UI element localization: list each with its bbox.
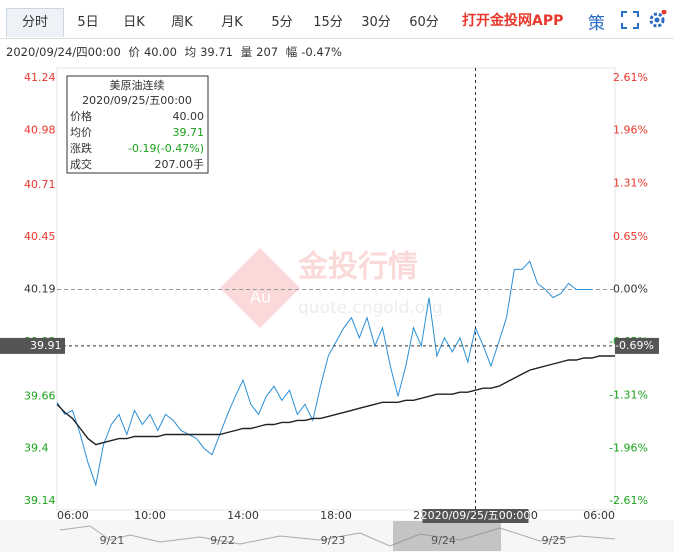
info-time: 2020/09/24/四00:00 bbox=[6, 45, 121, 59]
navigator-date: 9/21 bbox=[100, 534, 125, 547]
x-tick-label: 06:00 bbox=[57, 509, 89, 522]
y2-tick-label: 0.65% bbox=[613, 230, 648, 243]
y-tick-label: 39.4 bbox=[24, 442, 49, 455]
navigator-window[interactable] bbox=[393, 521, 501, 551]
tooltip-value: -0.19(-0.47%) bbox=[128, 142, 204, 155]
y-tick-label: 40.98 bbox=[24, 123, 56, 136]
info-value: 39.71 bbox=[200, 45, 233, 59]
series-line bbox=[56, 260, 592, 487]
tab[interactable]: 5分 bbox=[271, 15, 293, 30]
y-tick-label: 40.19 bbox=[24, 283, 56, 296]
navigator-line bbox=[59, 525, 616, 547]
tab[interactable]: 30分 bbox=[361, 15, 391, 30]
watermark-logo-shape bbox=[220, 248, 300, 328]
settings-icon-center bbox=[654, 17, 660, 23]
info-value: -0.47% bbox=[301, 45, 342, 59]
crosshair-y2-label: -0.69% bbox=[615, 339, 654, 352]
strategy-button[interactable]: 策 bbox=[588, 14, 605, 34]
tooltip: 美原油连续 2020/09/25/五00:00 价格 40.00 均价 39.71 涨跌 -0… bbox=[66, 75, 209, 174]
info-value: 40.00 bbox=[143, 45, 177, 59]
tooltip-value: 39.71 bbox=[173, 126, 205, 139]
crosshair-x-bg bbox=[422, 509, 529, 523]
y2-tick-label: -1.96% bbox=[609, 441, 648, 454]
watermark-logo: Au bbox=[250, 288, 271, 307]
tab[interactable]: 分时 bbox=[6, 8, 64, 37]
tab[interactable]: 周K bbox=[171, 15, 193, 30]
info-value: 207 bbox=[256, 45, 279, 59]
crosshair-y2-bg bbox=[615, 337, 659, 354]
y-tick-label: 39.14 bbox=[24, 494, 56, 507]
watermark-url: quote.cngold.org bbox=[298, 298, 443, 318]
tooltip-value: 40.00 bbox=[173, 110, 205, 123]
tab[interactable]: 60分 bbox=[409, 15, 439, 30]
y2-tick-label: -2.61% bbox=[609, 494, 648, 507]
crosshair-y-bg bbox=[0, 337, 65, 354]
tooltip-key: 价格 bbox=[70, 109, 92, 123]
x-tick-label: 06:00 bbox=[583, 509, 615, 522]
navigator-date: 9/22 bbox=[210, 534, 235, 547]
tooltip-box bbox=[66, 75, 209, 174]
y2-tick-label: 1.96% bbox=[613, 124, 648, 137]
navigator[interactable] bbox=[0, 520, 674, 552]
tooltip-value: 207.00手 bbox=[155, 157, 205, 171]
x-tick-label: 18:00 bbox=[320, 509, 352, 522]
watermark: Au 金投行情 quote.cngold.org bbox=[220, 248, 443, 328]
tooltip-time: 2020/09/25/五00:00 bbox=[82, 94, 192, 107]
tooltip-key: 均价 bbox=[70, 126, 92, 139]
navigator-date: 9/24 bbox=[431, 534, 456, 547]
y2-tick-label: 2.61% bbox=[613, 71, 648, 84]
tooltip-key: 成交 bbox=[70, 157, 92, 171]
y-tick-label: 40.45 bbox=[24, 230, 56, 243]
settings-icon[interactable] bbox=[649, 12, 665, 28]
info-line: 2020/09/24/四00:00 价 40.00 均 39.71 量 207 幅 -0… bbox=[6, 44, 346, 60]
tooltip-title: 美原油连续 bbox=[110, 78, 165, 92]
crosshair-y-label: 39.91 bbox=[30, 339, 62, 352]
x-tick-label: 10:00 bbox=[134, 509, 166, 522]
y-tick-label: 39.66 bbox=[24, 389, 56, 402]
tab[interactable]: 15分 bbox=[313, 15, 343, 30]
navigator-date: 9/25 bbox=[542, 534, 567, 547]
crosshair-x-label: 2020/09/25/五00:00 bbox=[421, 509, 531, 522]
fullscreen-icon[interactable] bbox=[621, 11, 639, 29]
info-label: 量 bbox=[240, 45, 253, 59]
y-tick-label: 40.71 bbox=[24, 178, 56, 191]
tab[interactable]: 5日 bbox=[77, 15, 99, 30]
notice-dot bbox=[661, 10, 667, 15]
y2-tick-label: 0.00% bbox=[613, 283, 648, 296]
info-label: 幅 bbox=[285, 45, 298, 59]
tab[interactable]: 日K bbox=[123, 15, 145, 30]
tab-bar: 分时 5日 日K 周K 月K 5分 15分 30分 60分 bbox=[0, 0, 674, 39]
tooltip-key: 涨跌 bbox=[70, 141, 92, 155]
info-label: 均 bbox=[184, 45, 197, 59]
x-tick-label: 14:00 bbox=[227, 509, 259, 522]
tab[interactable]: 月K bbox=[221, 15, 243, 30]
info-label: 价 bbox=[128, 45, 140, 59]
series-line bbox=[56, 355, 615, 446]
watermark-name: 金投行情 bbox=[297, 250, 418, 285]
y-tick-label: 41.24 bbox=[24, 71, 56, 84]
toolbar-icons bbox=[621, 10, 667, 29]
y2-tick-label: 1.31% bbox=[613, 176, 648, 189]
navigator-date: 9/23 bbox=[321, 534, 346, 547]
y2-tick-label: -1.31% bbox=[609, 389, 648, 402]
app-link[interactable]: 打开金投网APP bbox=[462, 13, 564, 29]
